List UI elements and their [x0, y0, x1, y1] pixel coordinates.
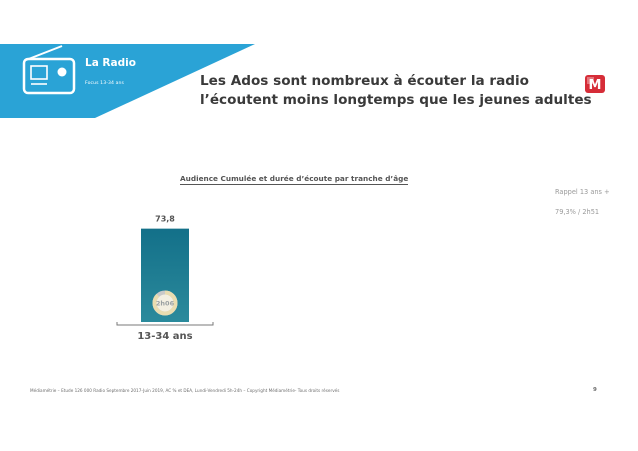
x-axis-line: [116, 322, 214, 326]
page-headline: Les Ados sont nombreux à écouter la radi…: [200, 72, 595, 110]
section-subtitle: Focus 13-34 ans: [85, 81, 125, 86]
bars-group: 73,8 13-34 ans 2h06: [137, 215, 192, 342]
headline-line-2: l’écoutent moins longtemps que les jeune…: [200, 92, 592, 108]
reminder-line-1: Rappel 13 ans +: [555, 188, 610, 196]
mediametrie-logo: M: [585, 75, 605, 93]
duration-label: 2h06: [156, 300, 175, 308]
bar-value-label: 73,8: [155, 215, 175, 224]
chart-title: Audience Cumulée et durée d’écoute par t…: [180, 174, 409, 185]
radio-icon: [22, 45, 76, 95]
page-number: 9: [593, 387, 597, 393]
logo-letter: M: [589, 78, 602, 93]
reminder-line-2: 79,3% / 2h51: [555, 208, 600, 216]
header-banner: [0, 44, 255, 118]
reminder-box: Rappel 13 ans + 79,3% / 2h51: [555, 182, 610, 222]
headline-line-1: Les Ados sont nombreux à écouter la radi…: [200, 73, 529, 89]
banner-shape: [0, 44, 255, 118]
category-label: 13-34 ans: [137, 331, 192, 342]
source-footnote: Médiamétrie – Etude 126 000 Radio Septem…: [30, 388, 340, 393]
section-title: La Radio: [85, 57, 136, 69]
duration-donut-arc: [152, 290, 178, 316]
